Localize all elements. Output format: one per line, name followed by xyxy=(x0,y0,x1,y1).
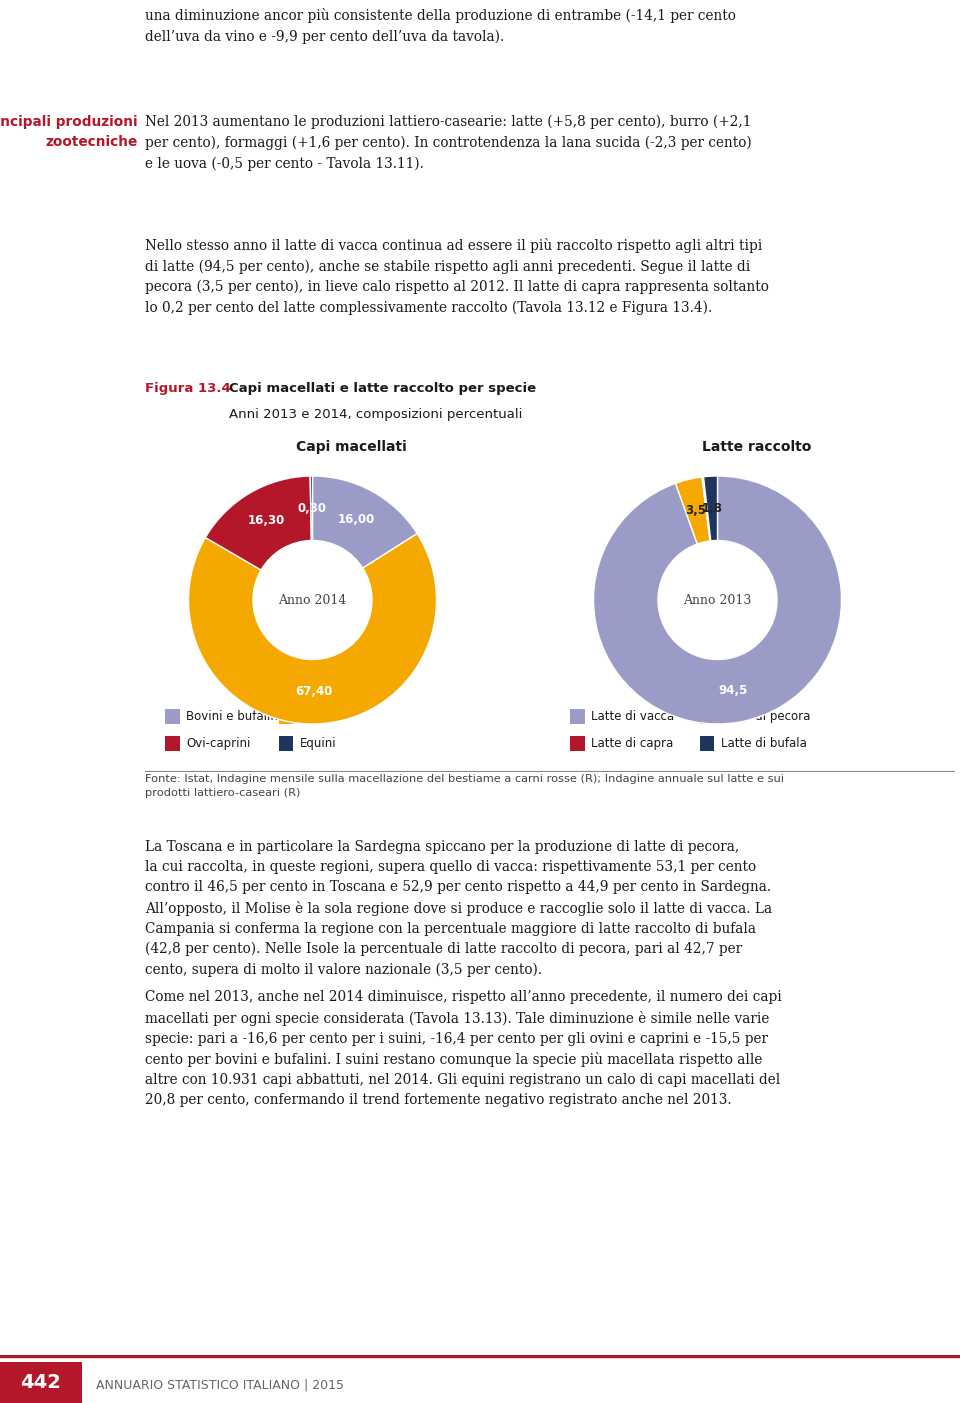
Text: Capi macellati: Capi macellati xyxy=(297,441,407,455)
Text: Principali produzioni
zootecniche: Principali produzioni zootecniche xyxy=(0,115,138,149)
Text: Equini: Equini xyxy=(300,738,336,751)
Text: Bovini e bufalini: Bovini e bufalini xyxy=(186,710,281,724)
Bar xyxy=(570,737,585,752)
Text: Latte raccolto: Latte raccolto xyxy=(702,441,811,455)
Text: Latte di pecora: Latte di pecora xyxy=(721,710,810,724)
Text: 94,5: 94,5 xyxy=(719,683,748,697)
Bar xyxy=(278,737,293,752)
Text: Suini: Suini xyxy=(300,710,329,724)
Bar xyxy=(278,709,293,724)
Bar xyxy=(570,709,585,724)
Text: 442: 442 xyxy=(20,1374,61,1392)
Text: Figura 13.4: Figura 13.4 xyxy=(145,382,230,396)
Bar xyxy=(700,737,714,752)
Bar xyxy=(165,709,180,724)
Text: ANNUARIO STATISTICO ITALIANO | 2015: ANNUARIO STATISTICO ITALIANO | 2015 xyxy=(96,1378,344,1392)
Wedge shape xyxy=(310,476,313,540)
Wedge shape xyxy=(704,476,717,542)
Text: 16,30: 16,30 xyxy=(248,515,285,528)
Text: Capi macellati e latte raccolto per specie: Capi macellati e latte raccolto per spec… xyxy=(229,382,537,396)
Wedge shape xyxy=(702,477,710,542)
Text: Anno 2014: Anno 2014 xyxy=(278,593,347,606)
Wedge shape xyxy=(676,477,710,544)
Text: Anni 2013 e 2014, composizioni percentuali: Anni 2013 e 2014, composizioni percentua… xyxy=(229,408,522,421)
Text: Nel 2013 aumentano le produzioni lattiero-casearie: latte (+5,8 per cento), burr: Nel 2013 aumentano le produzioni lattier… xyxy=(145,115,752,171)
Wedge shape xyxy=(205,476,311,570)
Text: Latte di bufala: Latte di bufala xyxy=(721,738,806,751)
Text: Nello stesso anno il latte di vacca continua ad essere il più raccolto rispetto : Nello stesso anno il latte di vacca cont… xyxy=(145,239,769,314)
Text: Fonte: Istat, Indagine mensile sulla macellazione del bestiame a carni rosse (R): Fonte: Istat, Indagine mensile sulla mac… xyxy=(145,774,784,797)
Text: 67,40: 67,40 xyxy=(296,685,333,699)
Bar xyxy=(0,1362,82,1403)
Text: 1,8: 1,8 xyxy=(702,502,723,515)
Bar xyxy=(165,737,180,752)
Text: 3,5: 3,5 xyxy=(685,504,707,518)
Text: Latte di capra: Latte di capra xyxy=(591,738,674,751)
Text: La Toscana e in particolare la Sardegna spiccano per la produzione di latte di p: La Toscana e in particolare la Sardegna … xyxy=(145,840,772,976)
Text: Anno 2013: Anno 2013 xyxy=(684,593,752,606)
Text: Come nel 2013, anche nel 2014 diminuisce, rispetto all’anno precedente, il numer: Come nel 2013, anche nel 2014 diminuisce… xyxy=(145,991,781,1107)
Wedge shape xyxy=(593,476,842,724)
Text: una diminuzione ancor più consistente della produzione di entrambe (-14,1 per ce: una diminuzione ancor più consistente de… xyxy=(145,8,736,43)
Bar xyxy=(700,709,714,724)
Text: 0,30: 0,30 xyxy=(298,502,326,515)
Wedge shape xyxy=(313,476,418,568)
Wedge shape xyxy=(188,533,437,724)
Text: 16,00: 16,00 xyxy=(338,513,375,526)
Text: Ovi-caprini: Ovi-caprini xyxy=(186,738,251,751)
Text: Latte di vacca: Latte di vacca xyxy=(591,710,675,724)
